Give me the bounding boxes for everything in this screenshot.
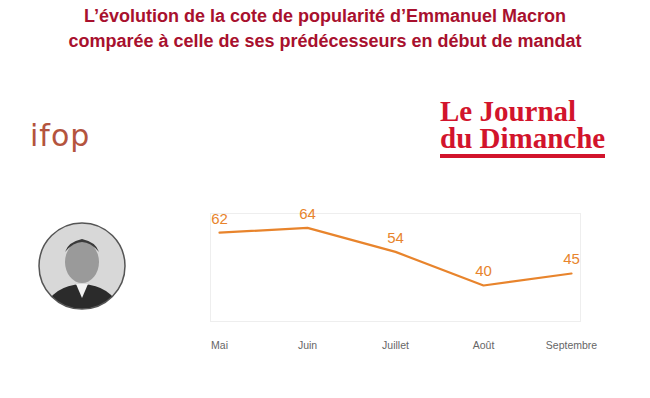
svg-text:Mai: Mai — [211, 339, 228, 351]
svg-text:Août: Août — [473, 339, 495, 351]
svg-text:64: 64 — [299, 205, 316, 222]
svg-text:45: 45 — [563, 250, 580, 267]
svg-text:Juin: Juin — [298, 339, 317, 351]
svg-text:54: 54 — [387, 229, 404, 246]
html-text:ifop: ifop — [30, 118, 91, 153]
svg-text:Septembre: Septembre — [546, 339, 598, 351]
html-text:L’évolution de la cote de popu: L’évolution de la cote de popularité d’E… — [68, 6, 582, 51]
svg-text:40: 40 — [475, 262, 492, 279]
svg-text:62: 62 — [211, 210, 228, 227]
svg-text:Juillet: Juillet — [382, 339, 409, 351]
html-text:Le Journal du Dimanche: Le Journal du Dimanche — [440, 95, 606, 154]
